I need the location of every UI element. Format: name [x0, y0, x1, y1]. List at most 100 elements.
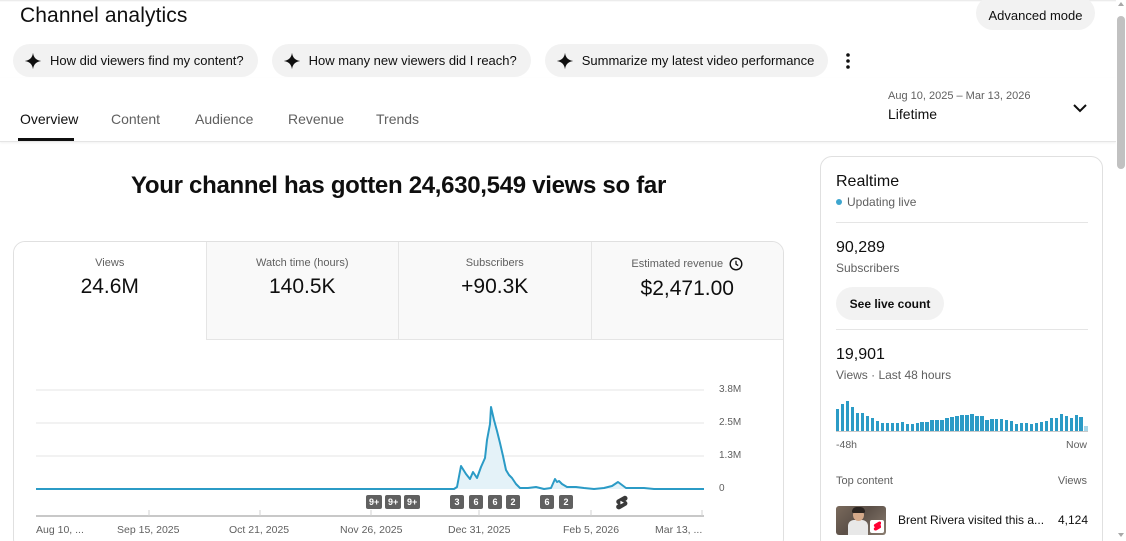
- realtime-bar[interactable]: [915, 422, 919, 431]
- realtime-bar[interactable]: [875, 420, 880, 431]
- tab-content[interactable]: Content: [111, 111, 161, 127]
- realtime-bar[interactable]: [900, 422, 905, 431]
- tab-overview[interactable]: Overview: [20, 111, 79, 127]
- more-options-button[interactable]: [838, 46, 858, 76]
- annotation-badge[interactable]: 9+: [404, 495, 421, 509]
- realtime-bar[interactable]: [840, 403, 845, 431]
- annotation-badge[interactable]: 2: [506, 495, 520, 509]
- date-range-text: Aug 10, 2025 – Mar 13, 2026: [888, 90, 1031, 102]
- y-tick-label: 0: [719, 483, 725, 494]
- realtime-bar[interactable]: [960, 414, 964, 431]
- realtime-bar[interactable]: [1054, 417, 1059, 431]
- realtime-bar[interactable]: [965, 414, 969, 431]
- realtime-bar[interactable]: [865, 416, 870, 431]
- annotation-badge[interactable]: 6: [540, 495, 554, 509]
- sparkle-icon: [24, 52, 42, 69]
- realtime-bar[interactable]: [930, 420, 934, 431]
- realtime-bar[interactable]: [890, 422, 895, 431]
- realtime-bar[interactable]: [885, 422, 890, 431]
- annotation-badge[interactable]: 6: [469, 495, 483, 509]
- x-tick-label: Feb 5, 2026: [563, 524, 620, 536]
- realtime-bar[interactable]: [870, 417, 875, 431]
- annotation-badge[interactable]: 6: [488, 495, 502, 509]
- realtime-bar[interactable]: [945, 418, 949, 431]
- realtime-bar[interactable]: [970, 413, 974, 431]
- realtime-bar[interactable]: [999, 418, 1004, 431]
- realtime-bar[interactable]: [935, 419, 939, 431]
- realtime-bar[interactable]: [860, 412, 865, 431]
- metric-label: Watch time (hours): [255, 257, 349, 269]
- video-views: 4,124: [1057, 513, 1088, 527]
- metric-label: Subscribers: [465, 257, 524, 269]
- suggestion-chips: How did viewers find my content? How man…: [13, 44, 858, 77]
- annotation-badge[interactable]: 9+: [366, 495, 383, 509]
- realtime-bar[interactable]: [1044, 420, 1049, 431]
- chip-summarize-video[interactable]: Summarize my latest video performance: [544, 44, 829, 77]
- realtime-bar[interactable]: [845, 401, 850, 431]
- metric-watch-time[interactable]: Watch time (hours) 140.5K: [205, 242, 398, 340]
- realtime-bar[interactable]: [940, 419, 944, 431]
- annotation-badge[interactable]: 2: [559, 495, 573, 509]
- scroll-thumb[interactable]: [1117, 16, 1125, 169]
- realtime-bar[interactable]: [990, 418, 994, 431]
- annotation-badge[interactable]: 9+: [385, 495, 402, 509]
- realtime-bar[interactable]: [955, 416, 959, 431]
- realtime-bar[interactable]: [1084, 425, 1088, 431]
- top-content-item[interactable]: Brent Rivera visited this a... 4,124: [836, 505, 1088, 535]
- realtime-bar[interactable]: [1009, 420, 1014, 431]
- see-live-count-button[interactable]: See live count: [836, 287, 944, 320]
- sparkle-icon: [556, 52, 573, 69]
- realtime-bar[interactable]: [920, 422, 924, 431]
- metric-label: Estimated revenue: [631, 258, 724, 270]
- realtime-bar[interactable]: [905, 423, 910, 431]
- realtime-bar[interactable]: [985, 420, 989, 431]
- metric-estimated-revenue[interactable]: Estimated revenue $2,471.00: [590, 242, 783, 340]
- realtime-bar[interactable]: [1029, 424, 1034, 431]
- realtime-views-bar-chart[interactable]: [836, 400, 1088, 432]
- realtime-bar[interactable]: [1069, 418, 1073, 431]
- tab-audience[interactable]: Audience: [195, 111, 254, 127]
- metric-views[interactable]: Views 24.6M: [14, 242, 206, 340]
- realtime-bar[interactable]: [1079, 417, 1083, 431]
- realtime-bar[interactable]: [836, 409, 840, 431]
- realtime-bar[interactable]: [1074, 414, 1078, 431]
- tab-revenue[interactable]: Revenue: [288, 111, 345, 127]
- realtime-bar[interactable]: [1049, 417, 1054, 431]
- scroll-up-arrow-icon[interactable]: [1118, 2, 1124, 6]
- realtime-bar[interactable]: [1024, 423, 1029, 431]
- video-title: Brent Rivera visited this a...: [898, 513, 1045, 527]
- realtime-bar[interactable]: [910, 423, 914, 431]
- realtime-bar[interactable]: [1004, 419, 1009, 431]
- advanced-mode-button[interactable]: Advanced mode: [976, 0, 1095, 30]
- page-scrollbar[interactable]: [1116, 0, 1126, 541]
- realtime-bar[interactable]: [855, 412, 860, 431]
- realtime-bar[interactable]: [1034, 422, 1039, 431]
- chevron-down-icon[interactable]: [1072, 102, 1088, 114]
- subscriber-label: Subscribers: [836, 261, 900, 275]
- shorts-icon: [870, 519, 884, 533]
- annotation-badge[interactable]: 3: [450, 495, 464, 509]
- tab-trends[interactable]: Trends: [376, 111, 420, 127]
- realtime-bar[interactable]: [880, 422, 885, 431]
- chip-viewers-find-content[interactable]: How did viewers find my content?: [13, 44, 258, 77]
- realtime-bar[interactable]: [975, 416, 979, 431]
- metric-subscribers[interactable]: Subscribers +90.3K: [398, 242, 591, 340]
- realtime-title: Realtime: [836, 173, 900, 190]
- realtime-bar[interactable]: [950, 417, 954, 431]
- realtime-bar[interactable]: [895, 422, 900, 431]
- realtime-bar[interactable]: [980, 416, 984, 431]
- date-range-picker[interactable]: Aug 10, 2025 – Mar 13, 2026 Lifetime: [888, 90, 1031, 122]
- realtime-bar[interactable]: [1039, 421, 1044, 431]
- chip-new-viewers[interactable]: How many new viewers did I reach?: [271, 44, 531, 77]
- realtime-bar[interactable]: [1019, 423, 1024, 431]
- realtime-bar[interactable]: [925, 421, 929, 431]
- realtime-bar[interactable]: [850, 407, 855, 431]
- realtime-bar[interactable]: [1064, 416, 1069, 431]
- views-line-chart[interactable]: [14, 340, 784, 541]
- realtime-bar[interactable]: [995, 418, 999, 431]
- y-tick-label: 1.3M: [719, 450, 742, 461]
- realtime-bar[interactable]: [1059, 414, 1064, 431]
- metric-value: 24.6M: [80, 275, 139, 298]
- realtime-bar[interactable]: [1014, 424, 1019, 431]
- scroll-down-arrow-icon[interactable]: [1118, 533, 1124, 537]
